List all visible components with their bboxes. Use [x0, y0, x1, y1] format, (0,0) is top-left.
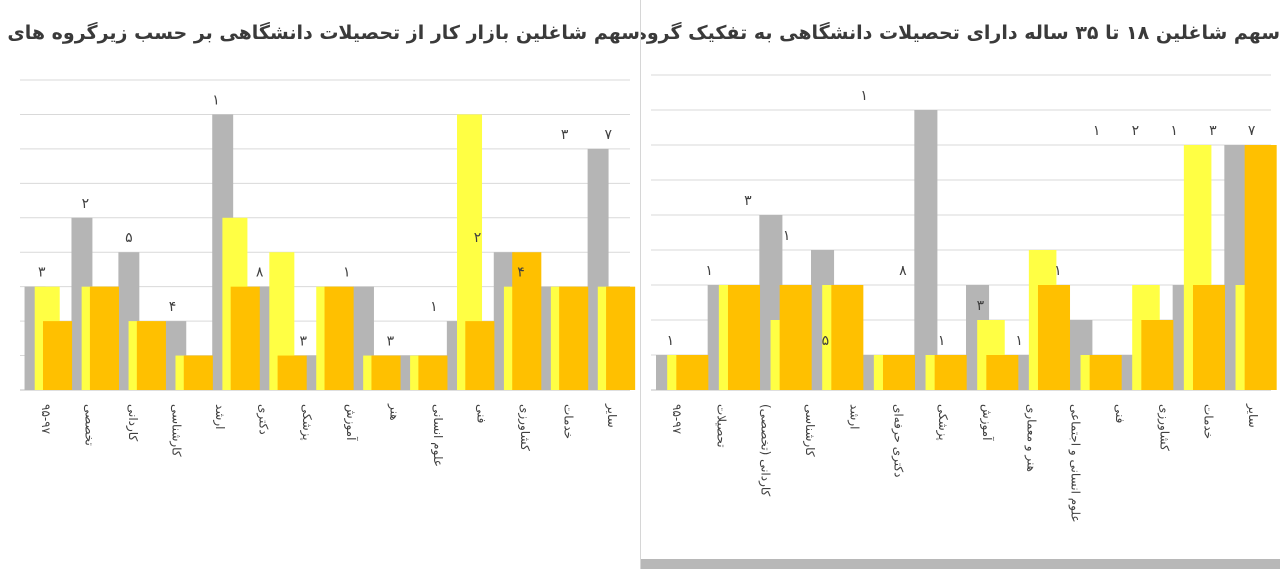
left-bar-s2-8 — [418, 355, 448, 390]
right-x-tick-label: پزشکی — [935, 404, 950, 441]
chart-panel-left: سهم شاغلین بازار کار از تحصیلات دانشگاهی… — [0, 0, 641, 569]
right-data-label: ۳ — [977, 298, 985, 314]
left-data-label: ۳ — [38, 265, 46, 281]
left-x-tick-label: فنی — [475, 404, 489, 423]
left-x-tick-label: سایر — [604, 403, 619, 428]
left-bar-s2-3 — [183, 355, 213, 390]
left-x-tick-label: پزشکی — [299, 404, 314, 441]
left-x-tick-label: کشاورزی — [517, 404, 532, 451]
right-data-label: ۳ — [1209, 123, 1217, 139]
right-data-label: ۸ — [899, 263, 907, 279]
right-x-tick-label: کشاورزی — [1156, 404, 1171, 451]
right-x-tick-label: تحصیلات — [714, 404, 728, 448]
right-data-label: ۱ — [938, 333, 946, 349]
left-bar-s2-10 — [512, 252, 542, 390]
right-x-tick-label: ۹۵-۹۷ — [670, 404, 684, 435]
left-data-label: ۸ — [256, 265, 264, 281]
left-data-label: ۳ — [387, 334, 395, 350]
right-data-label: ۷ — [1248, 123, 1256, 139]
right-bar-s2-7 — [1037, 285, 1071, 390]
right-bar-s2-10 — [1192, 285, 1226, 390]
left-data-label: ۵ — [125, 230, 133, 246]
left-data-label: ۴ — [517, 265, 525, 281]
left-bar-s2-1 — [89, 286, 120, 390]
left-x-tick-label: تخصصی — [82, 404, 96, 446]
left-data-label: ۱ — [343, 265, 351, 281]
right-data-label: ۱ — [705, 263, 713, 279]
chart-panel-right: سهم شاغلین ۱۸ تا ۳۵ ساله دارای تحصیلات د… — [641, 0, 1280, 569]
right-x-tick-label: دکتری حرفه‌ای — [891, 404, 906, 477]
chart-title-right: سهم شاغلین ۱۸ تا ۳۵ ساله دارای تحصیلات د… — [641, 22, 1280, 44]
right-bar-s2-0 — [676, 355, 709, 390]
right-x-tick-label: کاردانی (تخصصی) — [758, 404, 773, 497]
right-bar-s2-2 — [779, 285, 812, 390]
right-data-label: ۱ — [1170, 123, 1178, 139]
right-bar-s2-9 — [1141, 320, 1174, 390]
bar-chart-right: ۱ ۱ ۳ ۱ ۵ ۱ ۸ ۱ ۳ ۱ ۱ ۱ ۲ ۱ ۳ ۷ ۹۵-۹۷ تحصیلات کاردانی (تخص… — [651, 74, 1277, 523]
left-data-label: ۱ — [212, 92, 220, 108]
right-x-tick-label: هنر و معماری — [1023, 404, 1038, 472]
right-data-label: ۱ — [1093, 123, 1101, 139]
left-bar-s2-0 — [42, 321, 73, 390]
left-data-label: ۳ — [299, 334, 307, 350]
left-data-label: ۳ — [561, 127, 569, 143]
right-data-label: ۱ — [860, 88, 868, 104]
right-data-label: ۱ — [783, 228, 791, 244]
left-x-tick-label: هنر — [386, 403, 401, 421]
right-x-tick-label: خدمات — [1202, 404, 1216, 439]
right-data-label: ۳ — [744, 193, 752, 209]
right-x-tick-label: علوم انسانی و اجتماعی — [1068, 404, 1083, 523]
left-data-label: ۱ — [430, 299, 438, 315]
right-bar-s0-5 — [914, 110, 938, 390]
right-bar-s2-1 — [727, 285, 761, 390]
left-data-label: ۴ — [169, 299, 177, 315]
left-bar-s2-4 — [230, 286, 260, 390]
bar-chart-left: ۳ ۲ ۵ ۴ ۱ ۸ ۳ ۱ ۳ ۱ ۲ ۴ ۳ ۷ ۹۵-۹۷ تخصصی کاردانی کارشناسی ا… — [20, 79, 636, 467]
right-bar-s2-5 — [934, 355, 967, 390]
bottom-scroll-strip — [641, 559, 1280, 569]
left-bar-s2-6 — [324, 286, 354, 390]
left-x-tick-label: علوم انسانی — [430, 404, 445, 467]
left-x-tick-label: خدمات — [562, 404, 576, 439]
right-x-tick-label: ارشد — [846, 404, 861, 429]
left-bar-s2-9 — [465, 321, 495, 390]
left-x-tick-label: کارشناسی — [169, 404, 184, 457]
left-x-tick-label: آموزش — [343, 404, 359, 441]
left-bar-s2-2 — [136, 321, 166, 390]
right-data-label: ۱ — [1054, 263, 1062, 279]
right-x-tick-label: کارشناسی — [802, 404, 817, 457]
left-x-tick-label: دکتری — [256, 404, 271, 435]
left-data-label: ۷ — [604, 127, 612, 143]
left-bar-s2-7 — [371, 355, 401, 390]
left-bar-s2-12 — [606, 286, 636, 390]
right-x-tick-label: فنی — [1113, 404, 1127, 423]
right-x-tick-label: آموزش — [979, 404, 995, 441]
right-data-label: ۵ — [822, 333, 830, 349]
left-data-label: ۲ — [82, 196, 90, 212]
left-bar-s2-11 — [559, 286, 589, 390]
chart-title-left: سهم شاغلین بازار کار از تحصیلات دانشگاهی… — [0, 22, 640, 44]
right-bar-s2-11 — [1244, 145, 1277, 390]
right-data-label: ۱ — [1015, 333, 1023, 349]
right-x-tick-label: سایر — [1245, 403, 1260, 428]
right-bar-s2-8 — [1089, 355, 1122, 390]
right-data-label: ۲ — [1132, 123, 1140, 139]
left-bar-s2-5 — [277, 355, 307, 390]
right-bar-s2-4 — [882, 355, 916, 390]
left-x-tick-label: ارشد — [212, 404, 227, 429]
left-x-tick-label: ۹۵-۹۷ — [39, 404, 53, 435]
right-bar-s2-3 — [831, 285, 864, 390]
right-bar-s2-6 — [986, 355, 1019, 390]
right-data-label: ۱ — [667, 333, 675, 349]
left-data-label: ۲ — [474, 230, 482, 246]
left-x-tick-label: کاردانی — [125, 404, 140, 441]
